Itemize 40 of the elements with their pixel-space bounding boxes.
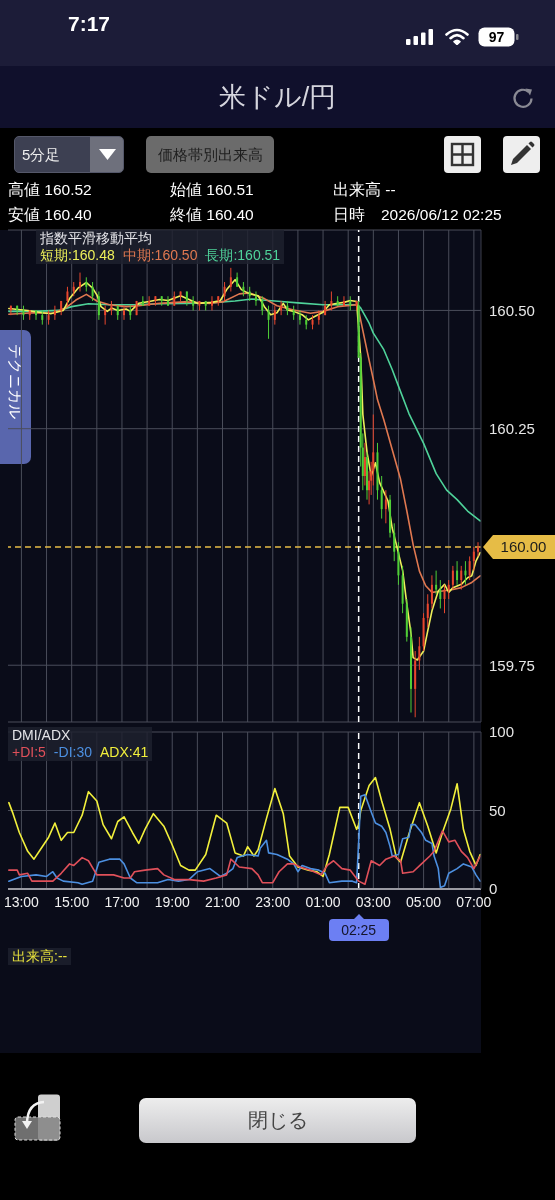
x-tick-label: 13:00 xyxy=(3,893,40,910)
button: 価格帯別出来高 xyxy=(146,136,274,173)
text: 短期:160.48 xyxy=(40,247,115,264)
x-tick-label: 19:00 xyxy=(154,893,190,910)
close-button: 閉じる xyxy=(139,1098,416,1143)
text: 日時 2026/06/12 02:25 xyxy=(333,206,502,224)
legend-title: DMI/ADX xyxy=(12,727,72,744)
x-tick-label: 15:00 xyxy=(54,893,90,910)
dropdown: 5分足 xyxy=(14,136,124,173)
x-tick-label: 23:00 xyxy=(255,893,291,910)
text: 長期:160.51 xyxy=(205,247,281,264)
x-tick-label: 01:00 xyxy=(305,893,341,910)
text: 高値 160.52 xyxy=(8,181,92,199)
text: 出来高 -- xyxy=(333,181,396,199)
y-tick-label: 160.25 xyxy=(489,420,535,438)
x-tick-label: 21:00 xyxy=(204,893,241,910)
text: 7:17 xyxy=(68,11,111,37)
x-tick-label: 05:00 xyxy=(406,893,442,910)
side-tab: テクニカル xyxy=(0,330,31,464)
annotation: テクニカル xyxy=(6,344,25,419)
y-tick-label: 159.75 xyxy=(489,656,535,674)
y-tick-label: 0 xyxy=(489,880,498,898)
text: 出来高:-- xyxy=(8,948,72,965)
x-tick-label: 03:00 xyxy=(355,893,392,910)
x-tick-label: 07:00 xyxy=(456,893,492,910)
chart-title: 米ドル/円 xyxy=(217,81,338,114)
x-tick-label: 17:00 xyxy=(104,893,140,910)
text: 中期:160.50 xyxy=(122,247,198,264)
y-tick-label: 160.50 xyxy=(489,301,535,319)
legend-title: 指数平滑移動平均 xyxy=(40,230,153,247)
text: ADX:41 xyxy=(99,744,149,761)
text: 02:25 xyxy=(340,921,378,940)
text: 安値 160.40 xyxy=(8,206,92,224)
text: -DI:30 xyxy=(53,744,92,761)
y-tick-label: 100 xyxy=(489,723,515,741)
text: +DI:5 xyxy=(12,744,46,761)
text: 160.00 xyxy=(483,534,555,559)
y-tick-label: 50 xyxy=(489,801,506,819)
text: 終値 160.40 xyxy=(170,206,254,224)
text: 始値 160.51 xyxy=(170,181,254,199)
